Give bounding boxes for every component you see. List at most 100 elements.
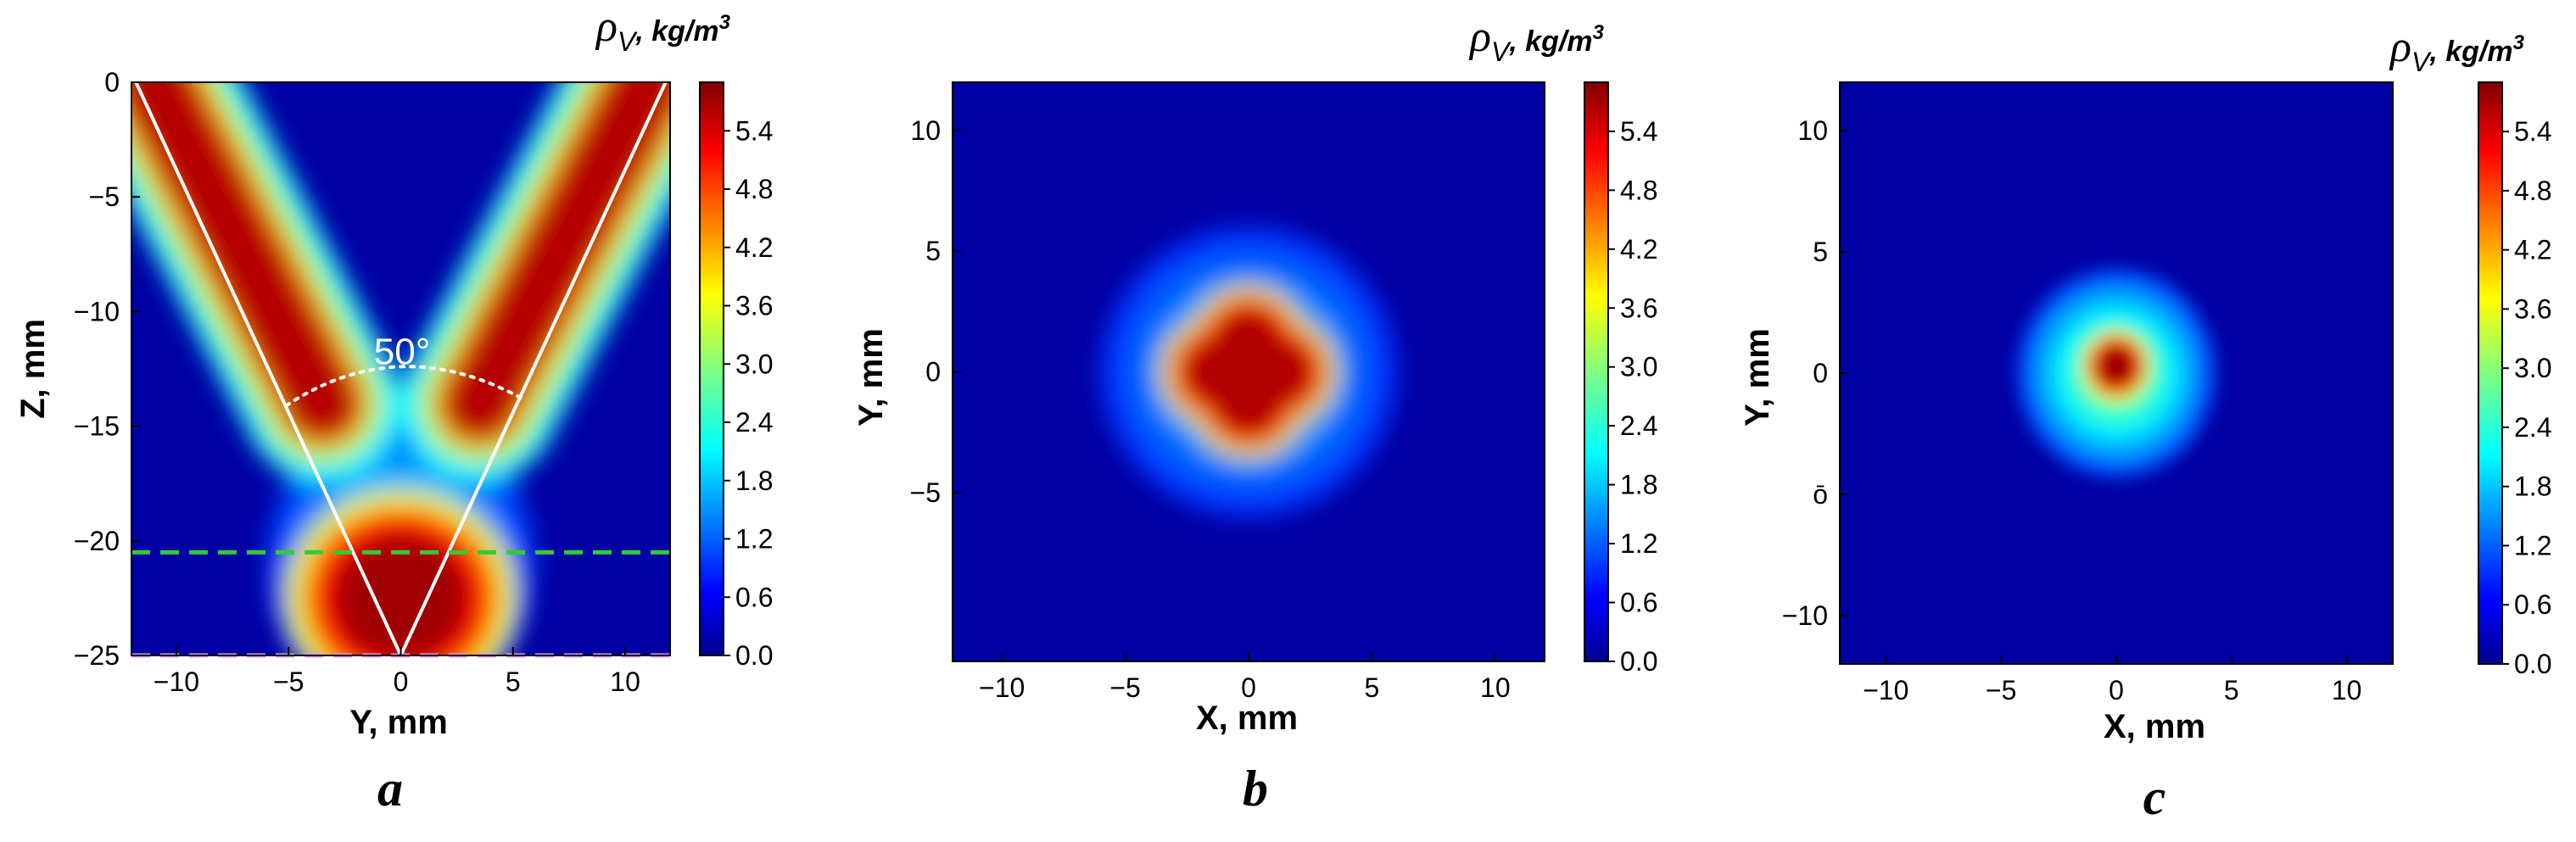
colorbar-tick-label: 0.0 [1620, 646, 1657, 677]
x-tick-label: 10 [1480, 672, 1511, 703]
colorbar-title-unit-exponent: 3 [1593, 21, 1605, 44]
y-axis-label: Z, mm [14, 319, 52, 419]
colorbar-title-unit: , kg/m [2428, 36, 2512, 68]
y-axis-label: Y, mm [852, 328, 890, 427]
density-field [1100, 226, 1397, 517]
x-axis-label: X, mm [2104, 708, 2205, 745]
colorbar-tick-label: 5.4 [1620, 116, 1657, 147]
colorbar-tick-label: 4.2 [735, 232, 773, 263]
colorbar [2478, 81, 2503, 665]
panel-b: −10 −5 0 5 10 10 5 0 −5 X, mm Y, mm 5.4 4.8 4.2 3.6 3.0… [852, 13, 1657, 817]
panel-c: −10 −5 0 5 10 10 5 0 ō −10 X, mm Y, mm 5.4 4.8 4.2 3.6 3… [1739, 23, 2551, 825]
colorbar-tick-label: 3.0 [1620, 352, 1657, 382]
colorbar-title-symbol: ρ [595, 3, 617, 51]
subfigure-label: b [1243, 761, 1268, 817]
colorbar-tick-label: 2.4 [2514, 412, 2551, 443]
y-tick-label: −20 [74, 526, 120, 556]
colorbar [699, 81, 724, 656]
y-tick-label: −10 [1782, 600, 1828, 631]
colorbar-tick-label: 4.8 [1620, 175, 1657, 205]
y-tick-label: −10 [74, 296, 120, 326]
colorbar-tick-label: 3.6 [2514, 293, 2551, 324]
x-tick-label: −5 [1109, 672, 1140, 703]
x-tick-label: 0 [394, 666, 409, 697]
colorbar-title: ρV, kg/m3 [1468, 13, 1605, 67]
colorbar-tick-label: 3.0 [2514, 353, 2551, 383]
colorbar-tick-label: 0.0 [735, 640, 773, 671]
colorbar-tick-label: 2.4 [735, 407, 773, 438]
colorbar-title-unit-exponent: 3 [2513, 31, 2525, 54]
density-field [2017, 269, 2216, 477]
panel-a: 50°−10 −5 0 5 100−5−10−15−20−25Y, mmZ, mm5.4… [14, 3, 773, 817]
colorbar-title-symbol: ρ [1468, 13, 1491, 61]
x-tick-label: −10 [1863, 675, 1908, 705]
colorbar-title-unit: , kg/m [634, 15, 718, 47]
colorbar-tick-label: 0.6 [735, 582, 773, 612]
y-tick-label: −5 [910, 477, 941, 508]
colorbar [1584, 81, 1609, 662]
colorbar-tick-label: 1.2 [1620, 528, 1657, 559]
density-field-blurred [2017, 269, 2216, 477]
colorbar-title-subscript: V [2411, 47, 2432, 77]
colorbar-title-subscript: V [1491, 36, 1512, 67]
y-tick-label: −25 [74, 640, 120, 671]
colorbar-title-unit: , kg/m [1508, 25, 1592, 58]
guide-line [134, 81, 403, 656]
y-tick-label: −5 [89, 181, 120, 212]
y-axis-label: Y, mm [1739, 328, 1776, 427]
colorbar-tick-label: 5.4 [2514, 116, 2551, 147]
colorbar-title: ρV, kg/m3 [2389, 23, 2525, 77]
colorbar-title-unit-exponent: 3 [719, 11, 731, 34]
x-tick-label: −5 [273, 666, 304, 697]
colorbar-tick-label: 0.0 [2514, 649, 2551, 679]
x-tick-label: −10 [154, 666, 199, 697]
x-axis-label: Y, mm [349, 704, 448, 741]
y-tick-label: 10 [910, 115, 941, 146]
colorbar-tick-label: 2.4 [1620, 410, 1657, 441]
colorbar-tick-label: 0.6 [1620, 588, 1657, 618]
colorbar-tick-label: 1.2 [2514, 530, 2551, 560]
y-tick-label: ō [1813, 479, 1828, 510]
colorbar-title: ρV, kg/m3 [595, 3, 731, 57]
y-tick-label: 0 [925, 357, 941, 388]
y-tick-label: −15 [74, 411, 120, 442]
y-tick-label: 5 [925, 236, 941, 266]
x-tick-label: 5 [506, 666, 521, 697]
y-tick-label: 0 [104, 67, 120, 98]
colorbar-tick-label: 1.8 [735, 466, 773, 496]
x-tick-label: −10 [979, 672, 1025, 703]
x-tick-label: 0 [1241, 672, 1256, 703]
colorbar-tick-label: 5.4 [735, 115, 773, 146]
angle-arc [284, 365, 528, 408]
subfigure-label: a [377, 761, 403, 817]
colorbar-tick-label: 4.2 [2514, 235, 2551, 265]
colorbar-tick-label: 3.6 [1620, 293, 1657, 323]
density-core [2096, 344, 2137, 388]
colorbar-tick-label: 1.8 [1620, 470, 1657, 500]
colorbar-tick-label: 1.2 [735, 524, 773, 555]
colorbar-title-symbol: ρ [2389, 23, 2411, 71]
colorbar-tick-label: 1.8 [2514, 471, 2551, 502]
density-blob [332, 533, 469, 655]
x-tick-label: 5 [1365, 672, 1380, 703]
colorbar-tick-label: 0.6 [2514, 589, 2551, 620]
density-core [1182, 308, 1315, 436]
density-jet [443, 82, 670, 439]
x-tick-label: 0 [2109, 675, 2124, 705]
x-tick-label: −5 [1986, 675, 2016, 705]
x-tick-label: 10 [2332, 675, 2362, 705]
x-tick-label: 5 [2224, 675, 2239, 705]
colorbar-tick-label: 4.8 [2514, 176, 2551, 206]
x-tick-label: 10 [610, 666, 640, 697]
y-tick-label: 10 [1797, 115, 1828, 146]
y-tick-label: 5 [1813, 237, 1828, 267]
colorbar-tick-label: 4.8 [735, 174, 773, 204]
density-core-lobe [1214, 337, 1283, 406]
colorbar-title-subscript: V [617, 26, 638, 57]
density-jet [131, 82, 359, 439]
colorbar-tick-label: 4.2 [1620, 234, 1657, 265]
guide-line [399, 81, 668, 656]
subfigure-label: c [2143, 769, 2166, 825]
colorbar-tick-label: 3.0 [735, 349, 773, 379]
